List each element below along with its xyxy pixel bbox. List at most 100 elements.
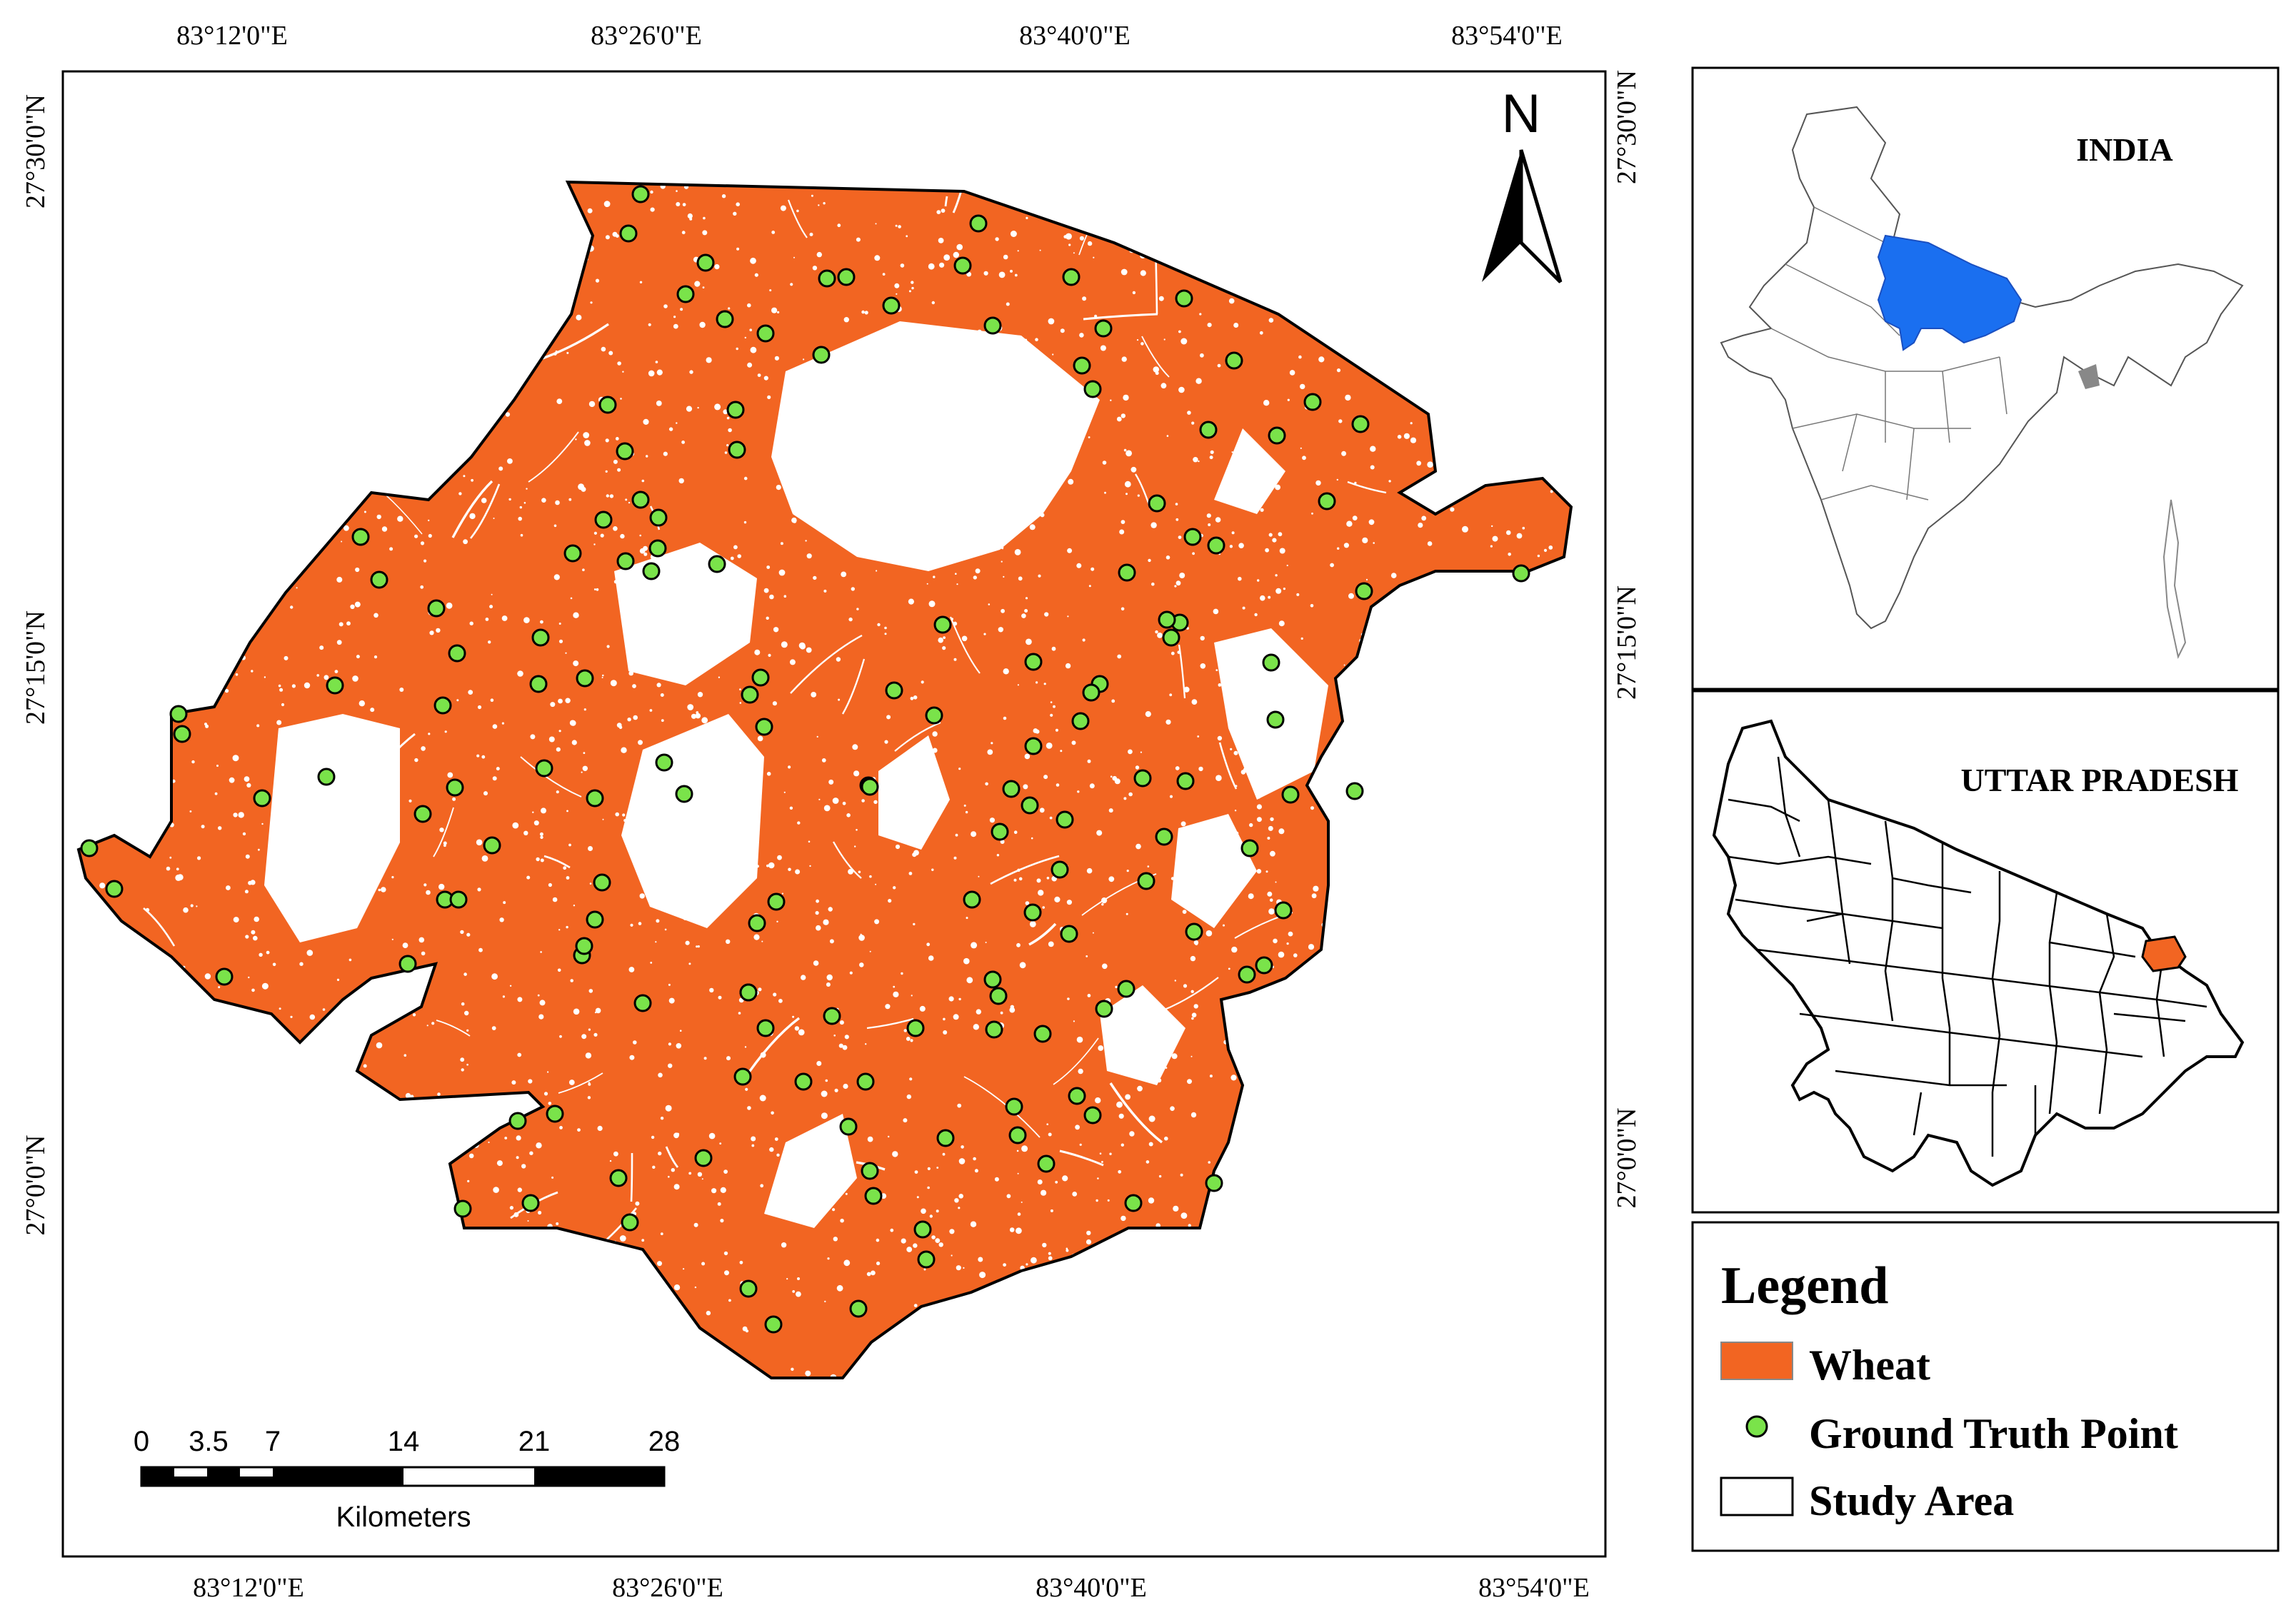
ground-truth-point [642,562,661,580]
ground-truth-point [1083,380,1102,398]
bottom-tick-label: 83°54'0"E [1478,1573,1590,1603]
study-district-highlight [2141,935,2187,972]
ground-truth-point [616,442,634,461]
study-area-swatch [1720,1476,1794,1516]
ground-truth-point [546,1105,564,1123]
ground-truth-point [1225,351,1243,370]
right-coordinate-labels: 27°30'0"N 27°15'0"N 27°0'0"N [1612,70,1642,1209]
ground-truth-point [925,706,943,725]
ground-truth-point [1021,796,1039,815]
right-tick-label: 27°30'0"N [1612,70,1642,184]
ground-truth-point [1137,872,1155,890]
ground-truth-point [80,839,99,857]
ground-truth-point [716,310,734,328]
study-area-outline [76,180,1573,1379]
scale-tick-label: 7 [265,1426,281,1457]
ground-truth-point [576,669,594,688]
ground-truth-point [594,510,613,529]
top-coordinate-labels: 83°12'0"E 83°26'0"E 83°40'0"E 83°54'0"E [176,21,1563,51]
ground-truth-point [453,1199,472,1218]
scale-tick-label: 28 [648,1426,681,1457]
ground-truth-point [1033,1025,1052,1043]
ground-truth-point [1118,563,1136,582]
legend-label-ground-truth: Ground Truth Point [1809,1410,2178,1457]
ground-truth-point [1133,769,1152,788]
ground-truth-point [531,628,550,647]
ground-truth-points [80,185,1530,1334]
ground-truth-point [1199,421,1218,439]
ground-truth-point [609,1169,628,1187]
left-tick-label: 27°30'0"N [21,94,51,208]
scale-tick-label: 21 [518,1426,551,1457]
legend-box: Legend Wheat Ground Truth Point Study Ar… [1691,1221,2280,1552]
ground-truth-point [1205,1174,1223,1192]
ground-truth-point [969,214,988,233]
ground-truth-point [694,1149,713,1167]
ground-truth-point [586,910,604,929]
ground-truth-point [1083,1106,1102,1125]
scale-unit-label: Kilometers [336,1501,471,1533]
ground-truth-point [755,718,773,736]
ground-truth-point [1095,1000,1113,1018]
bottom-tick-label: 83°26'0"E [612,1573,723,1603]
ground-truth-point [1073,356,1091,375]
ground-truth-point [616,552,635,570]
ground-truth-point [1005,1097,1023,1116]
ground-truth-point [1008,1126,1027,1144]
ground-truth-point [1062,268,1081,286]
ground-truth-point [818,269,836,288]
ground-truth-point [1024,653,1043,671]
ground-truth-point-icon [1745,1415,1768,1438]
scale-tick-label: 14 [388,1426,420,1457]
ground-truth-point [1512,564,1530,583]
ground-truth-point [676,285,695,303]
ground-truth-point [936,1129,955,1147]
ground-truth-point [728,441,746,459]
legend-title: Legend [1721,1257,1888,1315]
ground-truth-point [1162,628,1180,647]
ground-truth-point [953,256,972,275]
ground-truth-point [708,555,726,573]
india-inset: INDIA [1691,66,2280,690]
ground-truth-point [1274,901,1293,920]
ground-truth-point [448,644,466,663]
wheat-swatch [1720,1342,1793,1380]
bottom-coordinate-labels: 83°12'0"E 83°26'0"E 83°40'0"E 83°54'0"E [193,1573,1590,1603]
top-tick-label: 83°54'0"E [1451,21,1563,51]
ground-truth-point [739,983,758,1002]
ground-truth-point [1082,683,1101,702]
ground-truth-point [861,778,879,796]
ground-truth-point [794,1072,813,1091]
ground-truth-point [917,1250,936,1269]
left-coordinate-labels: 27°30'0"N 27°15'0"N 27°0'0"N [21,94,51,1236]
ground-truth-point [1060,925,1078,943]
ground-truth-point [933,615,952,634]
bottom-tick-label: 83°12'0"E [193,1573,304,1603]
ground-truth-point [633,994,652,1012]
ground-truth-point [169,705,188,723]
ground-truth-point [598,396,617,414]
ground-truth-point [989,987,1008,1005]
ground-truth-point [849,1299,868,1318]
ground-truth-point [1238,965,1256,984]
uttar-pradesh-label: UTTAR PRADESH [1961,762,2239,798]
ground-truth-point [535,759,553,778]
ground-truth-point [1117,980,1136,998]
ground-truth-point [751,668,770,687]
ground-truth-point [767,892,786,911]
ground-truth-point [1155,827,1173,846]
left-tick-label: 27°15'0"N [21,610,51,725]
ground-truth-point [733,1067,752,1086]
ground-truth-point [1240,839,1259,857]
ground-truth-point [351,528,370,546]
north-arrow-icon [1482,150,1521,282]
left-tick-label: 27°0'0"N [21,1135,51,1236]
india-internal-borders [1770,206,2007,500]
ground-truth-point [1318,492,1336,510]
ground-truth-point [1037,1154,1056,1173]
ground-truth-point [983,316,1002,335]
uttar-pradesh-inset: UTTAR PRADESH [1691,690,2280,1214]
scale-tick-label: 0 [134,1426,149,1457]
ground-truth-point [521,1194,540,1212]
ground-truth-point [619,224,638,243]
